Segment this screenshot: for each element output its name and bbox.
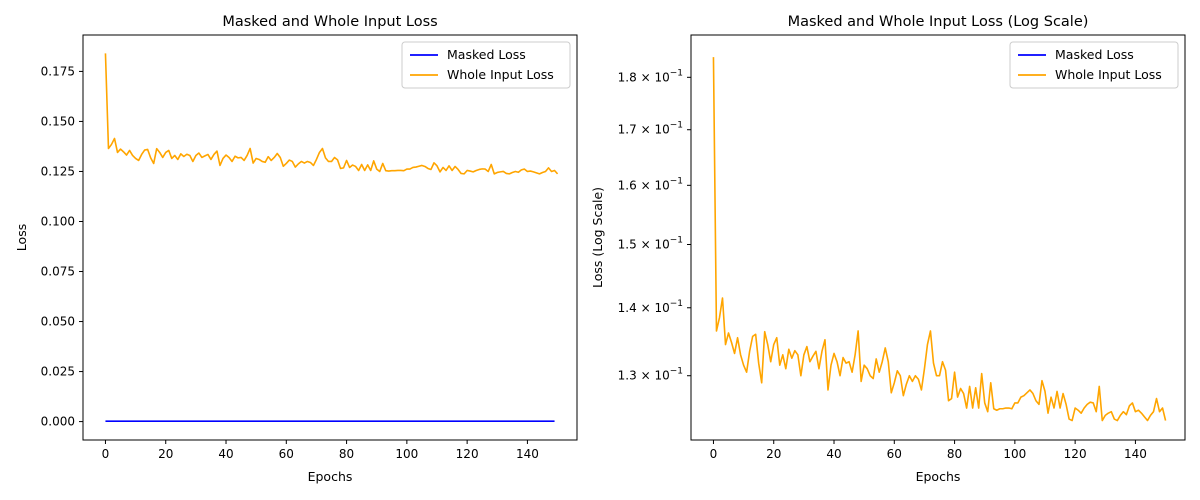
chart-right-y-tick-label: 1.8 × 10−1 [618, 68, 683, 84]
chart-left-y-tick-label: 0.150 [41, 114, 75, 128]
chart-left-series-line-whole-input-loss [104, 53, 559, 175]
chart-left-y-tick-label: 0.050 [41, 315, 75, 329]
chart-left-x-tick-label: 40 [218, 447, 233, 461]
chart-left-y-tick-label: 0.175 [41, 64, 75, 78]
chart-left-y-tick-label: 0.075 [41, 265, 75, 279]
chart-left-x-tick-label: 20 [158, 447, 173, 461]
chart-right-legend: Masked Loss Whole Input Loss [1009, 41, 1179, 89]
chart-right-y-label: Loss (Log Scale) [590, 187, 605, 288]
chart-left-y-tick-label: 0.125 [41, 164, 75, 178]
chart-right-plot-area [712, 57, 1167, 422]
chart-right-frame [690, 34, 1186, 441]
chart-right-title: Masked and Whole Input Loss (Log Scale) [788, 14, 1089, 30]
chart-left-x-tick-label: 100 [395, 447, 418, 461]
chart-right-x-tick-label: 0 [710, 447, 718, 461]
chart-left-x-ticks: 0 20 40 60 80 100 120 140 [102, 440, 539, 461]
chart-right-y-tick-label: 1.5 × 10−1 [618, 236, 683, 252]
chart-left-legend-label-masked: Masked Loss [447, 47, 526, 62]
chart-right-x-label: Epochs [916, 469, 961, 484]
chart-left-frame [82, 34, 578, 441]
chart-left-y-ticks: 0.000 0.025 0.050 0.075 0.100 0.125 0.150 0.175 [41, 64, 83, 429]
chart-left-x-label: Epochs [308, 469, 353, 484]
chart-right-y-tick-label: 1.3 × 10−1 [618, 367, 683, 383]
chart-right-y-ticks: 1.3 × 10−1 1.4 × 10−1 1.5 × 10−1 1.6 × 10−1… [618, 68, 691, 383]
chart-left-x-tick-label: 0 [102, 447, 110, 461]
chart-left-legend-label-whole: Whole Input Loss [447, 67, 554, 82]
chart-left-plot-area [104, 53, 559, 422]
chart-right-x-tick-label: 100 [1003, 447, 1026, 461]
chart-left-x-tick-label: 140 [516, 447, 539, 461]
chart-right-legend-box [1009, 41, 1179, 89]
chart-right: Masked and Whole Input Loss (Log Scale) … [590, 14, 1186, 484]
chart-left-legend: Masked Loss Whole Input Loss [401, 41, 571, 89]
chart-right-y-tick-label: 1.4 × 10−1 [618, 299, 683, 315]
chart-right-x-ticks: 0 20 40 60 80 100 120 140 [710, 440, 1147, 461]
chart-right-y-tick-label: 1.6 × 10−1 [618, 176, 683, 192]
chart-right-legend-label-masked: Masked Loss [1055, 47, 1134, 62]
chart-left-legend-box [401, 41, 571, 89]
chart-left-x-tick-label: 60 [279, 447, 294, 461]
chart-left-y-tick-label: 0.100 [41, 214, 75, 228]
chart-left-y-label: Loss [14, 224, 29, 251]
chart-right-x-tick-label: 20 [766, 447, 781, 461]
chart-left-x-tick-label: 120 [456, 447, 479, 461]
chart-right-x-tick-label: 120 [1064, 447, 1087, 461]
chart-right-y-tick-label: 1.7 × 10−1 [618, 121, 683, 137]
chart-right-x-tick-label: 40 [826, 447, 841, 461]
chart-left-title: Masked and Whole Input Loss [222, 14, 437, 30]
chart-right-x-tick-label: 80 [947, 447, 962, 461]
chart-left-y-tick-label: 0.000 [41, 415, 75, 429]
chart-left: Masked and Whole Input Loss 0 20 40 60 80 100… [14, 14, 578, 484]
chart-right-x-tick-label: 60 [887, 447, 902, 461]
chart-left-y-tick-label: 0.025 [41, 365, 75, 379]
chart-left-x-tick-label: 80 [339, 447, 354, 461]
chart-right-x-tick-label: 140 [1124, 447, 1147, 461]
chart-right-legend-label-whole: Whole Input Loss [1055, 67, 1162, 82]
chart-right-series-line-whole-input-loss [712, 57, 1167, 422]
